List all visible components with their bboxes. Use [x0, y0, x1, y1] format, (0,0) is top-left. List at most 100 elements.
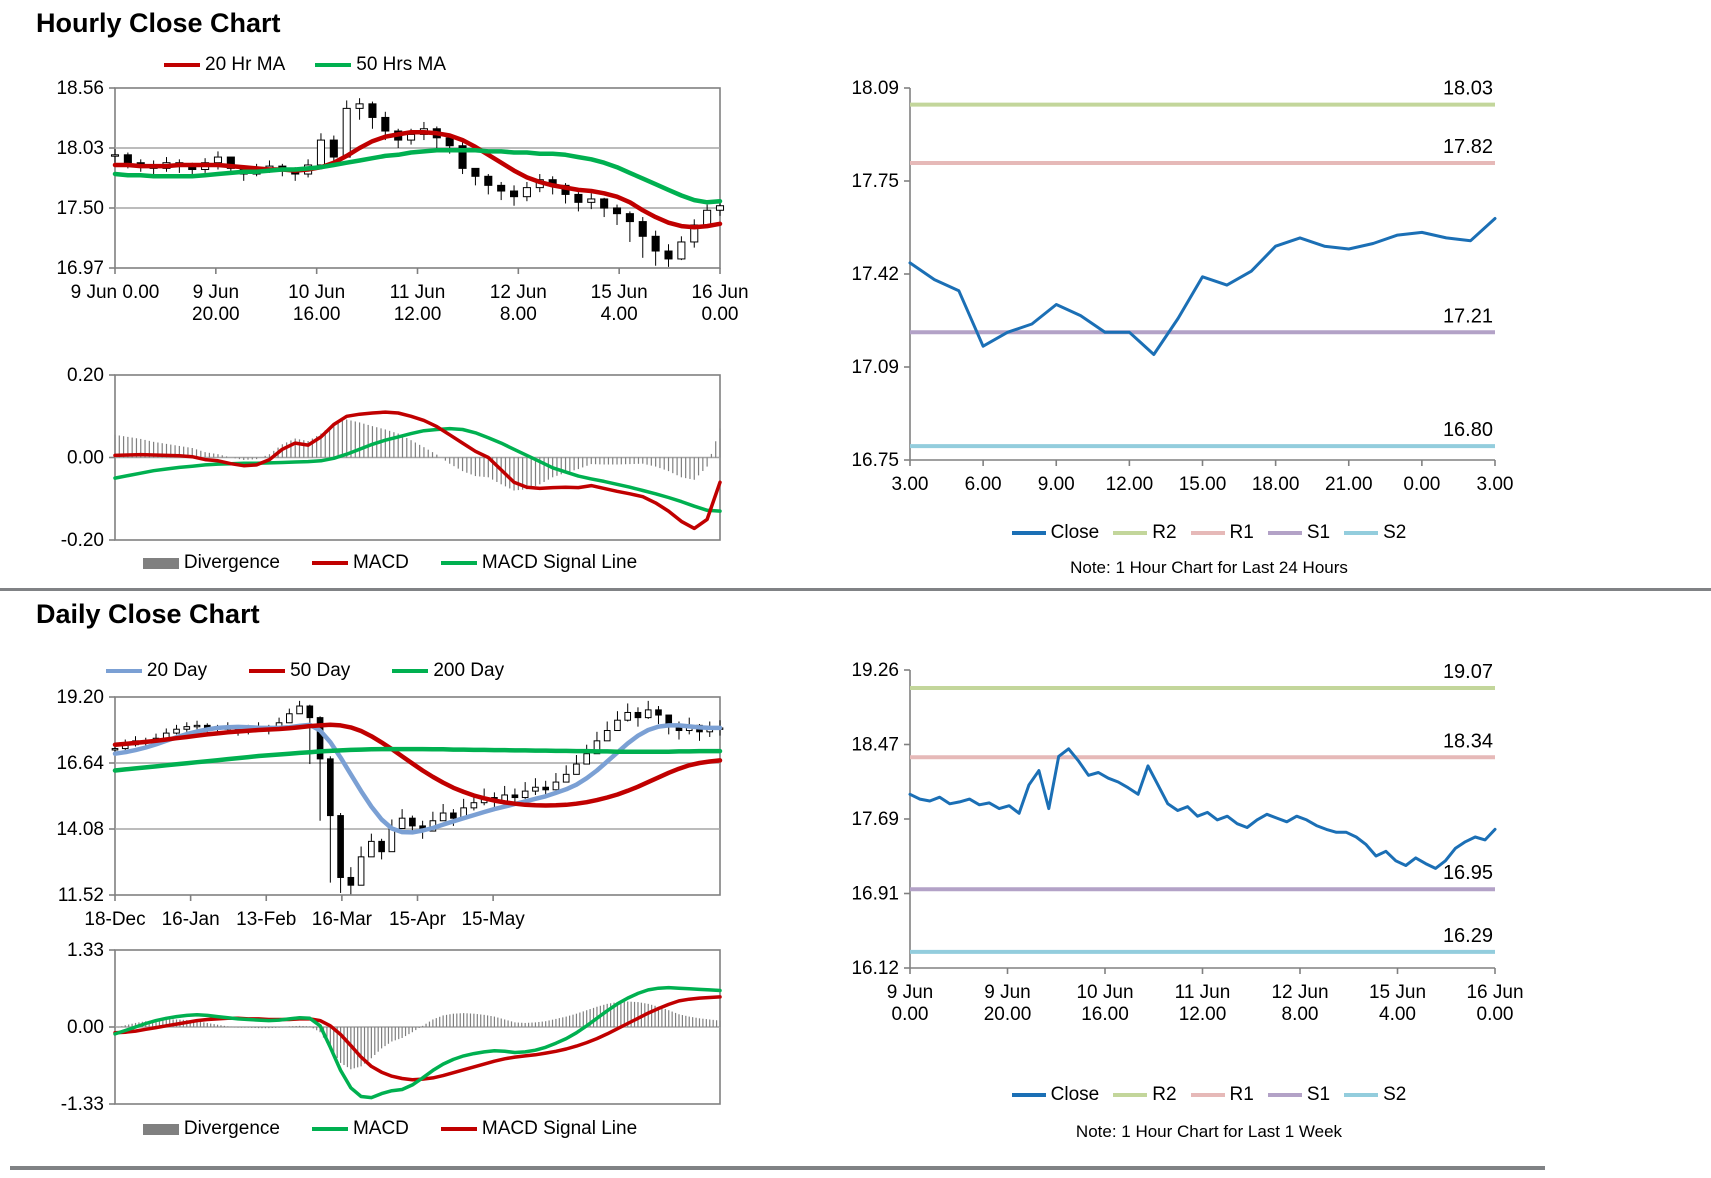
- svg-text:18-Dec: 18-Dec: [84, 909, 145, 930]
- svg-text:16 Jun: 16 Jun: [691, 282, 748, 303]
- svg-text:17.42: 17.42: [851, 264, 899, 285]
- svg-text:18.34: 18.34: [1443, 730, 1493, 752]
- svg-text:8.00: 8.00: [1282, 1004, 1319, 1025]
- svg-text:9 Jun: 9 Jun: [984, 982, 1030, 1003]
- legend-item-20-day: 20 Day: [105, 660, 208, 682]
- svg-text:15-Apr: 15-Apr: [389, 909, 447, 930]
- svg-text:17.75: 17.75: [851, 171, 899, 192]
- svg-text:15 Jun: 15 Jun: [1369, 982, 1426, 1003]
- svg-text:10 Jun: 10 Jun: [1076, 982, 1133, 1003]
- svg-text:19.20: 19.20: [56, 687, 104, 708]
- legend-item-s1: S1: [1267, 522, 1330, 544]
- 200-day-swatch-icon: [392, 669, 429, 673]
- 20-hr-ma-swatch-icon: [164, 63, 200, 67]
- svg-text:3.00: 3.00: [892, 474, 929, 495]
- daily-section-title: Daily Close Chart: [36, 599, 260, 629]
- svg-text:21.00: 21.00: [1325, 474, 1373, 495]
- svg-text:16.91: 16.91: [851, 884, 899, 905]
- svg-text:15 Jun: 15 Jun: [591, 282, 648, 303]
- legend-label: S2: [1383, 1084, 1407, 1105]
- svg-text:9 Jun 0.00: 9 Jun 0.00: [71, 282, 160, 303]
- svg-text:12.00: 12.00: [394, 304, 442, 325]
- hourly-section-title: Hourly Close Chart: [36, 8, 281, 38]
- macd-swatch-icon: [311, 1127, 348, 1131]
- svg-text:17.50: 17.50: [56, 198, 104, 219]
- svg-text:18.00: 18.00: [1252, 474, 1300, 495]
- svg-text:18.56: 18.56: [56, 78, 104, 99]
- legend-label: R2: [1152, 522, 1177, 543]
- legend-item-divergence: Divergence: [142, 552, 280, 574]
- legend-item-macd: MACD: [311, 552, 409, 574]
- svg-text:16.97: 16.97: [56, 258, 104, 279]
- legend-item-macd-signal-line: MACD Signal Line: [440, 552, 638, 574]
- svg-text:1.33: 1.33: [67, 940, 104, 961]
- svg-text:0.00: 0.00: [67, 1017, 104, 1038]
- legend-item-s2: S2: [1344, 522, 1406, 544]
- legend-label: 20 Hr MA: [205, 54, 286, 75]
- legend-label: 50 Day: [290, 660, 351, 681]
- svg-text:15-May: 15-May: [461, 909, 525, 930]
- daily-price-legend: 20 Day 50 Day 200 Day: [0, 660, 655, 682]
- legend-label: 20 Day: [146, 660, 208, 681]
- svg-text:0.00: 0.00: [892, 1004, 929, 1025]
- daily-sr-note: Note: 1 Hour Chart for Last 1 Week: [1075, 1122, 1343, 1141]
- r2-swatch-icon: [1113, 531, 1148, 535]
- legend-label: MACD Signal Line: [481, 552, 638, 573]
- legend-label: S2: [1383, 522, 1407, 543]
- hourly-sr-chart: 18.09 17.75 17.42 17.09 16.75 3.00 6.00 9.00 12.…: [851, 78, 1513, 495]
- r1-swatch-icon: [1190, 1093, 1225, 1097]
- svg-text:9 Jun: 9 Jun: [887, 982, 933, 1003]
- legend-item-close: Close: [1011, 1084, 1099, 1106]
- svg-text:0.20: 0.20: [67, 365, 104, 386]
- svg-text:-1.33: -1.33: [61, 1094, 104, 1115]
- svg-text:20.00: 20.00: [192, 304, 240, 325]
- svg-text:4.00: 4.00: [1379, 1004, 1416, 1025]
- r1-swatch-icon: [1190, 531, 1225, 535]
- bottom-divider: [10, 1166, 1545, 1170]
- svg-text:17.69: 17.69: [851, 809, 899, 830]
- svg-text:12.00: 12.00: [1179, 1004, 1227, 1025]
- svg-text:16.75: 16.75: [851, 450, 899, 471]
- divergence-swatch-icon: [142, 1123, 179, 1135]
- 20-day-swatch-icon: [105, 669, 142, 673]
- legend-item-s2: S2: [1344, 1084, 1406, 1106]
- legend-label: Divergence: [183, 552, 280, 573]
- legend-label: S1: [1306, 1084, 1331, 1105]
- svg-text:4.00: 4.00: [601, 304, 638, 325]
- macd-signal-line-swatch-icon: [440, 561, 477, 565]
- svg-text:16.12: 16.12: [851, 958, 899, 979]
- svg-text:16.80: 16.80: [1443, 419, 1493, 441]
- svg-text:13-Feb: 13-Feb: [236, 909, 296, 930]
- legend-label: 50 Hrs MA: [356, 54, 446, 75]
- legend-item-r1: R1: [1190, 522, 1254, 544]
- daily-price-chart: 19.20 16.64 14.08 11.52 18-Dec 16-Jan 13-Feb 16…: [56, 687, 724, 930]
- svg-text:18.09: 18.09: [851, 78, 899, 99]
- svg-text:12 Jun: 12 Jun: [1271, 982, 1328, 1003]
- svg-text:18.03: 18.03: [56, 138, 104, 159]
- 50-hrs-ma-swatch-icon: [315, 63, 352, 67]
- svg-text:16-Jan: 16-Jan: [162, 909, 220, 930]
- svg-text:11.52: 11.52: [58, 885, 104, 906]
- svg-text:15.00: 15.00: [1179, 474, 1227, 495]
- legend-item-r2: R2: [1113, 522, 1177, 544]
- svg-text:8.00: 8.00: [500, 304, 537, 325]
- svg-text:16.64: 16.64: [56, 753, 104, 774]
- legend-item-20-hr-ma: 20 Hr MA: [164, 54, 285, 76]
- legend-item-r2: R2: [1113, 1084, 1177, 1106]
- svg-text:12 Jun: 12 Jun: [490, 282, 547, 303]
- svg-text:18.47: 18.47: [851, 735, 899, 756]
- legend-label: Divergence: [183, 1118, 280, 1139]
- divergence-swatch-icon: [142, 557, 179, 569]
- svg-text:-0.20: -0.20: [61, 530, 104, 551]
- legend-item-s1: S1: [1267, 1084, 1331, 1106]
- svg-text:9.00: 9.00: [1038, 474, 1075, 495]
- svg-text:16.00: 16.00: [293, 304, 341, 325]
- daily-macd-chart: 1.33 0.00 -1.33: [61, 940, 722, 1115]
- s1-swatch-icon: [1267, 531, 1302, 535]
- s1-swatch-icon: [1267, 1093, 1302, 1097]
- s2-swatch-icon: [1344, 531, 1379, 535]
- svg-text:12.00: 12.00: [1106, 474, 1154, 495]
- svg-text:16.95: 16.95: [1443, 862, 1493, 884]
- svg-text:6.00: 6.00: [965, 474, 1002, 495]
